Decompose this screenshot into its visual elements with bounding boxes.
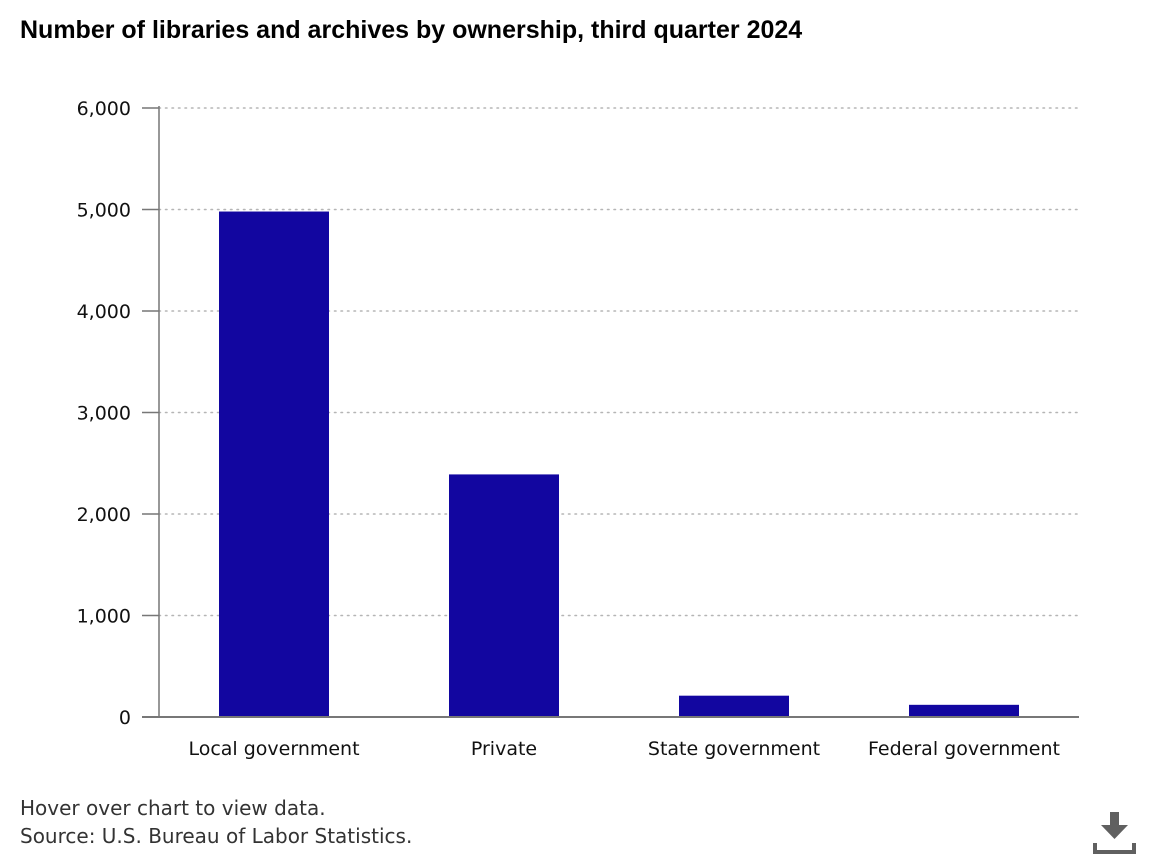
download-button[interactable] [1090,808,1138,856]
y-tick-labels: 0 1,000 2,000 3,000 4,000 5,000 6,000 [77,98,131,729]
y-tick-label: 2,000 [77,504,131,526]
bars [219,211,1019,717]
x-category-label: Federal government [868,738,1060,760]
x-category-label: Local government [188,738,359,760]
source-note: Source: U.S. Bureau of Labor Statistics. [20,824,413,848]
gridlines [158,107,1080,617]
y-tick-label: 0 [119,707,131,729]
y-tick-label: 6,000 [77,98,131,120]
bar-state-government[interactable] [679,695,789,717]
x-category-labels: Local government Private State government F… [188,738,1060,760]
bar-local-government[interactable] [219,211,329,717]
download-icon [1093,812,1136,854]
bar-federal-government[interactable] [909,704,1019,717]
y-tick-label: 1,000 [77,606,131,628]
y-tick-label: 5,000 [77,200,131,222]
x-category-label: State government [648,738,820,760]
y-tick-label: 4,000 [77,301,131,323]
x-category-label: Private [471,738,537,760]
hover-instruction: Hover over chart to view data. [20,796,326,820]
y-tick-label: 3,000 [77,403,131,425]
axes [142,106,1079,718]
bar-chart[interactable]: 0 1,000 2,000 3,000 4,000 5,000 6,000 Local go… [0,0,1160,790]
bar-private[interactable] [449,474,559,717]
chart-title: Number of libraries and archives by owne… [20,16,803,44]
